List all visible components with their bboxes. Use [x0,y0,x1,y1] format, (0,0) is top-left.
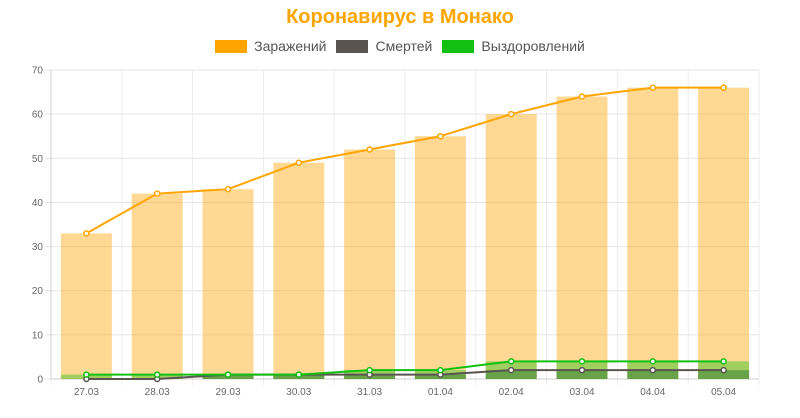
point-deaths [578,366,586,374]
bar-deaths [556,370,608,379]
bar-infected [60,233,112,379]
x-tick-label: 03.04 [569,387,594,398]
x-tick-label: 29.03 [215,387,240,398]
point-deaths [649,366,657,374]
y-tick-label: 30 [32,242,44,253]
point-infected [224,185,232,193]
legend-label-infected: Заражений [254,38,327,54]
legend-item-infected[interactable]: Заражений [215,38,326,54]
x-tick-label: 04.04 [640,387,665,398]
line-deaths [86,369,724,380]
y-tick-label: 0 [37,375,43,386]
bar-deaths [698,370,750,379]
legend-swatch-recovered [442,39,475,53]
point-infected [720,84,727,91]
x-tick-label: 05.04 [711,387,736,398]
point-recovered [649,358,657,365]
legend-item-recovered[interactable]: Выздоровлений [442,38,585,54]
x-tick-label: 27.03 [74,387,99,398]
bar-infected [202,189,254,379]
point-recovered [83,371,90,378]
line-infected [85,86,724,235]
y-tick-label: 40 [32,198,44,209]
bar-deaths [627,370,679,379]
point-infected [153,190,161,197]
bar-infected [556,96,608,379]
point-infected [437,132,444,140]
point-recovered [366,366,373,374]
x-tick-label: 31.03 [357,387,382,398]
bar-infected [344,149,396,379]
point-recovered [224,371,232,378]
legend-swatch-infected [215,39,248,53]
bar-infected [627,87,679,380]
point-infected [366,146,373,153]
point-recovered [153,371,161,378]
point-infected [578,93,586,100]
point-recovered [295,371,303,378]
legend-label-recovered: Выздоровлений [481,38,585,54]
point-recovered [507,358,515,365]
point-deaths [720,366,727,374]
chart-title: Коронавирус в Монако [286,6,514,28]
legend-swatch-deaths [336,39,369,53]
point-recovered [437,366,444,374]
point-deaths [507,366,515,374]
line-recovered [86,360,724,376]
bar-infected [485,114,537,380]
bar-infected [131,193,183,379]
y-tick-label: 20 [32,286,44,297]
point-infected [83,230,90,237]
point-infected [649,84,657,91]
point-infected [507,110,515,118]
legend-label-deaths: Смертей [375,38,433,54]
y-tick-label: 10 [32,330,44,341]
bar-infected [273,162,325,379]
bar-deaths [485,370,537,379]
x-tick-label: 28.03 [145,387,170,398]
y-tick-label: 50 [32,154,44,165]
point-recovered [578,358,586,365]
bar-infected [698,87,750,380]
point-infected [295,159,303,166]
y-tick-label: 70 [32,66,44,77]
legend-item-deaths[interactable]: Смертей [336,38,432,54]
bar-infected [414,136,466,379]
x-tick-label: 02.04 [499,387,524,398]
x-tick-label: 30.03 [286,387,311,398]
chart-legend: Заражений Смертей Выздоровлений [0,38,800,54]
point-recovered [720,358,727,365]
y-tick-label: 60 [32,110,44,121]
x-tick-label: 01.04 [428,387,453,398]
